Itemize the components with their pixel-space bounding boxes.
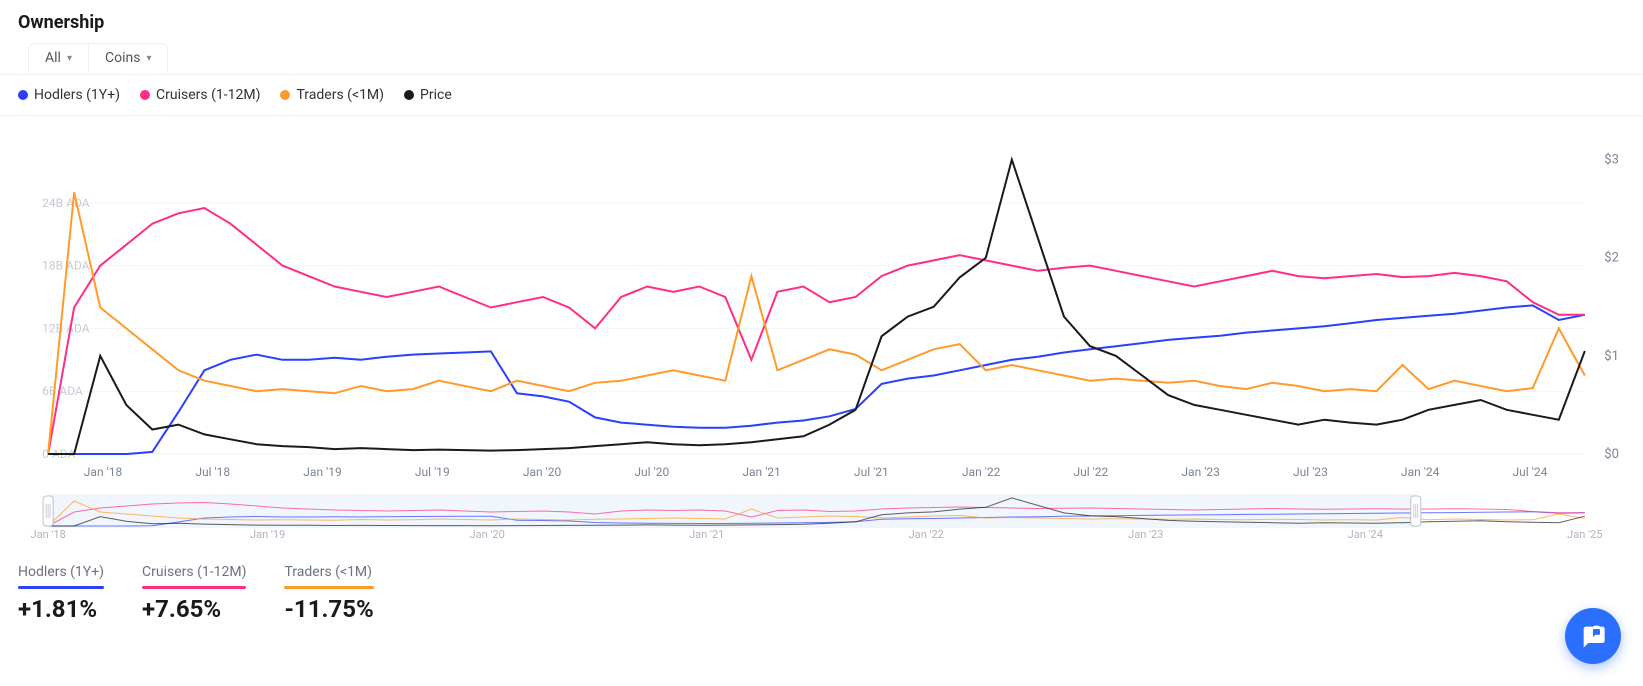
filter-range[interactable]: All ▾ bbox=[28, 43, 89, 72]
svg-text:24B ADA: 24B ADA bbox=[42, 196, 90, 210]
svg-text:Jan '20: Jan '20 bbox=[523, 465, 562, 479]
legend-label: Cruisers (1-12M) bbox=[156, 87, 260, 103]
svg-text:Jan '20: Jan '20 bbox=[470, 528, 505, 540]
svg-text:12B ADA: 12B ADA bbox=[42, 321, 90, 335]
svg-text:Jan '18: Jan '18 bbox=[84, 465, 123, 479]
stats-row: Hodlers (1Y+) +1.81% Cruisers (1-12M) +7.65… bbox=[18, 564, 1625, 623]
svg-text:Jan '22: Jan '22 bbox=[909, 528, 944, 540]
legend-item-cruisers[interactable]: Cruisers (1-12M) bbox=[140, 87, 260, 103]
svg-text:Jan '23: Jan '23 bbox=[1181, 465, 1219, 479]
svg-text:Jul '19: Jul '19 bbox=[415, 465, 450, 479]
filter-range-label: All bbox=[45, 50, 61, 66]
stat-value: -11.75% bbox=[284, 595, 373, 623]
legend-item-traders[interactable]: Traders (<1M) bbox=[280, 87, 384, 103]
svg-text:Jan '22: Jan '22 bbox=[962, 465, 1001, 479]
stat-rule bbox=[284, 586, 373, 589]
legend-label: Hodlers (1Y+) bbox=[34, 87, 120, 103]
svg-text:$2: $2 bbox=[1604, 251, 1619, 266]
chevron-down-icon: ▾ bbox=[67, 53, 72, 64]
legend-label: Price bbox=[420, 87, 452, 103]
chat-button[interactable] bbox=[1565, 608, 1621, 664]
svg-text:$0: $0 bbox=[1604, 447, 1619, 462]
svg-text:Jan '25: Jan '25 bbox=[1567, 528, 1602, 540]
svg-text:Jan '21: Jan '21 bbox=[689, 528, 724, 540]
stat-rule bbox=[18, 586, 104, 589]
svg-text:Jul '21: Jul '21 bbox=[854, 465, 889, 479]
legend-item-hodlers[interactable]: Hodlers (1Y+) bbox=[18, 87, 120, 103]
ownership-chart[interactable]: 0 ADA6B ADA12B ADA18B ADA24B ADA$0$1$2$3… bbox=[18, 132, 1625, 482]
svg-text:Jul '22: Jul '22 bbox=[1073, 465, 1108, 479]
stat-traders: Traders (<1M) -11.75% bbox=[284, 564, 373, 623]
stat-label: Hodlers (1Y+) bbox=[18, 564, 104, 580]
svg-text:6B ADA: 6B ADA bbox=[42, 384, 83, 398]
page-title: Ownership bbox=[18, 12, 1625, 33]
chat-icon bbox=[1579, 622, 1607, 650]
legend-row: Hodlers (1Y+) Cruisers (1-12M) Traders (<1… bbox=[0, 75, 1643, 116]
legend-dot bbox=[18, 90, 28, 100]
svg-text:Jul '23: Jul '23 bbox=[1293, 465, 1328, 479]
legend-label: Traders (<1M) bbox=[296, 87, 384, 103]
legend-dot bbox=[404, 90, 414, 100]
chart-brush[interactable]: Jan '18 Jan '19 Jan '20 Jan '21 Jan '22 Jan '… bbox=[18, 492, 1625, 540]
stat-value: +1.81% bbox=[18, 595, 104, 623]
stat-hodlers: Hodlers (1Y+) +1.81% bbox=[18, 564, 104, 623]
svg-text:Jan '24: Jan '24 bbox=[1401, 465, 1440, 479]
svg-text:Jul '18: Jul '18 bbox=[195, 465, 230, 479]
header-bar: Ownership All ▾ Coins ▾ bbox=[0, 0, 1643, 75]
stat-value: +7.65% bbox=[142, 595, 246, 623]
svg-text:Jul '24: Jul '24 bbox=[1513, 465, 1548, 479]
stat-label: Traders (<1M) bbox=[284, 564, 373, 580]
legend-item-price[interactable]: Price bbox=[404, 87, 452, 103]
svg-text:Jul '20: Jul '20 bbox=[634, 465, 669, 479]
svg-text:Jan '23: Jan '23 bbox=[1128, 528, 1163, 540]
stat-rule bbox=[142, 586, 246, 589]
stat-cruisers: Cruisers (1-12M) +7.65% bbox=[142, 564, 246, 623]
filter-unit[interactable]: Coins ▾ bbox=[89, 43, 169, 72]
svg-text:Jan '18: Jan '18 bbox=[30, 528, 65, 540]
svg-text:Jan '19: Jan '19 bbox=[250, 528, 285, 540]
svg-text:Jan '21: Jan '21 bbox=[742, 465, 780, 479]
stat-label: Cruisers (1-12M) bbox=[142, 564, 246, 580]
filter-row: All ▾ Coins ▾ bbox=[28, 43, 1625, 72]
svg-text:$1: $1 bbox=[1604, 349, 1619, 364]
svg-text:Jan '24: Jan '24 bbox=[1348, 528, 1383, 540]
svg-text:$3: $3 bbox=[1604, 153, 1619, 168]
filter-unit-label: Coins bbox=[105, 50, 140, 66]
chevron-down-icon: ▾ bbox=[146, 53, 151, 64]
svg-text:Jan '19: Jan '19 bbox=[303, 465, 341, 479]
legend-dot bbox=[140, 90, 150, 100]
legend-dot bbox=[280, 90, 290, 100]
